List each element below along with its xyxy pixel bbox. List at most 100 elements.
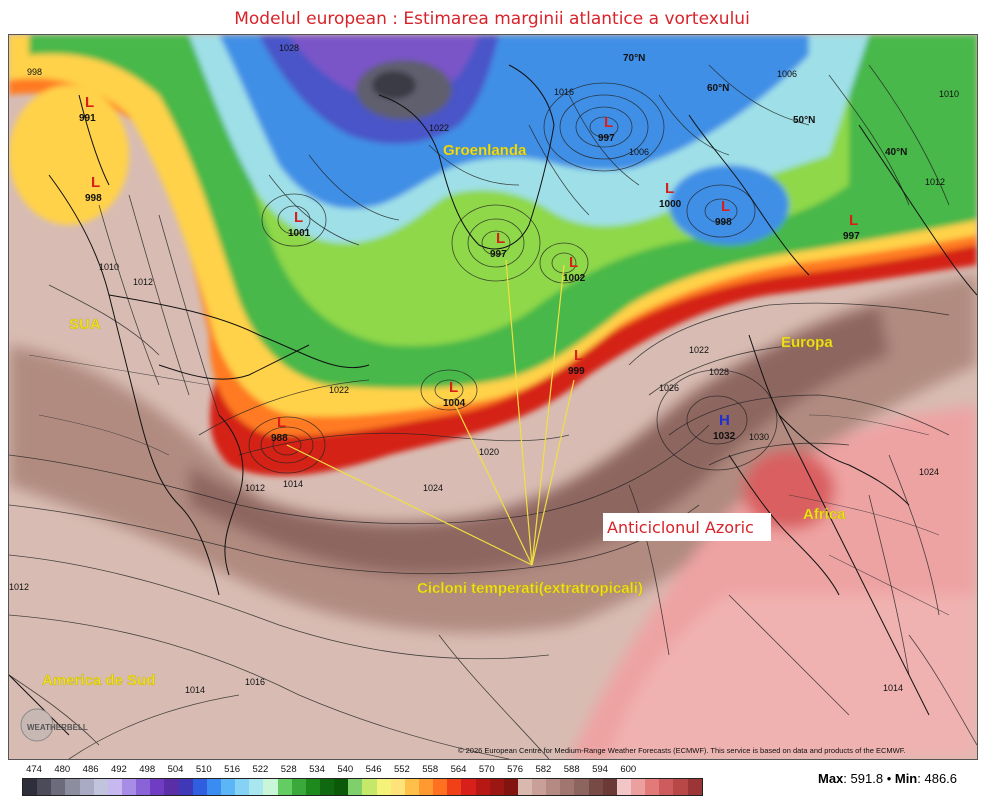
legend-swatch	[319, 779, 335, 795]
weatherbell-logo: WEATHERBELL	[20, 708, 88, 742]
label-europe: Europa	[781, 334, 833, 351]
legend-swatch	[404, 779, 419, 795]
pressure-value: 1004	[443, 398, 466, 409]
legend-tick-label: 534	[309, 764, 325, 775]
legend-swatch	[475, 779, 490, 795]
legend-swatch	[631, 779, 646, 795]
weather-map: WEATHERBELL L 991 L 998 L 1001 L 997 L 1002 L 997 L 1…	[8, 34, 978, 760]
low-center-rings	[248, 82, 778, 474]
svg-text:1024: 1024	[919, 467, 939, 477]
legend-tick-label: 600	[620, 764, 637, 775]
pressure-value: 991	[79, 113, 96, 124]
pressure-value: 997	[490, 249, 507, 260]
legend-swatch	[362, 779, 377, 795]
legend-swatch	[673, 779, 688, 795]
lat-label-40n: 40°N	[885, 147, 907, 158]
legend-swatch	[376, 779, 391, 795]
svg-text:1022: 1022	[689, 345, 709, 355]
legend-color-bar	[22, 778, 703, 796]
svg-text:1022: 1022	[329, 385, 349, 395]
legend-tick-label: 546	[365, 764, 382, 775]
low-pressure-symbol: L	[85, 94, 94, 111]
label-greenland: Groenlanda	[443, 142, 527, 159]
min-label: Min	[894, 771, 918, 786]
legend-swatch	[305, 779, 320, 795]
label-azores-high: Anticiclonul Azoric	[607, 518, 754, 537]
svg-text:1014: 1014	[883, 683, 903, 693]
usa-west-trough	[9, 85, 129, 225]
label-south-america: America de Sud	[42, 672, 155, 689]
legend-tick-label: 480	[54, 764, 71, 775]
legend-tick-label: 498	[139, 764, 156, 775]
vortex-core-inner	[372, 71, 416, 99]
map-title: Modelul european : Estimarea marginii at…	[234, 9, 750, 29]
max-value: 591.8	[850, 771, 884, 786]
legend-swatch	[121, 779, 137, 795]
min-value: 486.6	[924, 771, 958, 786]
latitude-labels: 70°N 60°N 50°N 40°N	[623, 53, 907, 158]
svg-text:1028: 1028	[279, 43, 299, 53]
legend-swatch	[588, 779, 603, 795]
svg-text:1024: 1024	[423, 483, 443, 493]
isobar-value-labels: 1010 1012 1012 1014 1024 1022 1020 1022 1028…	[9, 43, 959, 695]
legend-tick-label: 594	[592, 764, 608, 775]
pressure-value: 1002	[563, 273, 586, 284]
legend-swatch	[93, 779, 108, 795]
svg-text:1016: 1016	[245, 677, 265, 687]
legend-tick-label: 558	[422, 764, 439, 775]
pressure-value: 997	[843, 231, 860, 242]
azores-high-core	[743, 450, 835, 530]
legend-swatch	[235, 779, 250, 795]
high-pressure-symbol: H	[719, 412, 730, 429]
svg-text:1012: 1012	[245, 483, 265, 493]
pink-ridge-lower	[609, 595, 977, 759]
legend-swatch	[390, 779, 405, 795]
legend-tick-label: 564	[450, 764, 467, 775]
svg-text:1012: 1012	[9, 582, 29, 592]
legend-tick-label: 486	[82, 764, 99, 775]
isobar-lines	[9, 64, 977, 759]
legend-swatch	[687, 779, 702, 795]
legend-swatch	[79, 779, 94, 795]
legend-swatch	[249, 779, 264, 795]
svg-text:1028: 1028	[709, 367, 729, 377]
legend-tick-label: 528	[280, 764, 297, 775]
max-min-readout: Max: 591.8 • Min: 486.6	[818, 771, 958, 786]
legend-swatch	[503, 779, 518, 795]
legend-swatch	[136, 779, 151, 795]
low-pressure-symbol: L	[721, 198, 730, 215]
legend-swatch	[150, 779, 165, 795]
label-africa: Africa	[803, 506, 846, 523]
brown-ridge-band	[9, 275, 977, 633]
legend-swatch	[560, 779, 575, 795]
legend-tick-label: 516	[224, 764, 241, 775]
pressure-centers: L 991 L 998 L 1001 L 997 L 1002 L 997 L 1004 L 999 L 988 L…	[79, 94, 860, 444]
low-pressure-symbol: L	[665, 180, 674, 197]
max-label: Max	[818, 771, 844, 786]
legend-swatch	[546, 779, 561, 795]
legend-swatch	[532, 779, 547, 795]
legend-swatch	[263, 779, 278, 795]
pressure-value: 998	[85, 193, 102, 204]
legend-swatch	[348, 779, 363, 795]
svg-text:998: 998	[27, 67, 42, 77]
legend-tick-label: 570	[478, 764, 495, 775]
legend-tick-label: 552	[393, 764, 410, 775]
label-usa: SUA	[69, 316, 101, 333]
svg-text:1016: 1016	[554, 87, 574, 97]
pressure-value: 1000	[659, 199, 682, 210]
svg-text:1006: 1006	[629, 147, 649, 157]
azores-high-box: Anticiclonul Azoric	[603, 513, 771, 541]
low-pressure-symbol: L	[569, 254, 578, 271]
low-pressure-symbol: L	[91, 174, 100, 191]
low-pressure-symbol: L	[294, 209, 303, 226]
copyright-notice: © 2026 European Centre for Medium-Range …	[458, 746, 906, 755]
legend-swatch	[659, 779, 674, 795]
country-borders	[28, 354, 950, 616]
legend-swatch	[418, 779, 434, 795]
legend-tick-label: 588	[563, 764, 580, 775]
svg-text:1026: 1026	[659, 383, 679, 393]
legend-swatch	[645, 779, 660, 795]
legend-tick-label: 540	[337, 764, 354, 775]
lat-label-50n: 50°N	[793, 115, 815, 126]
